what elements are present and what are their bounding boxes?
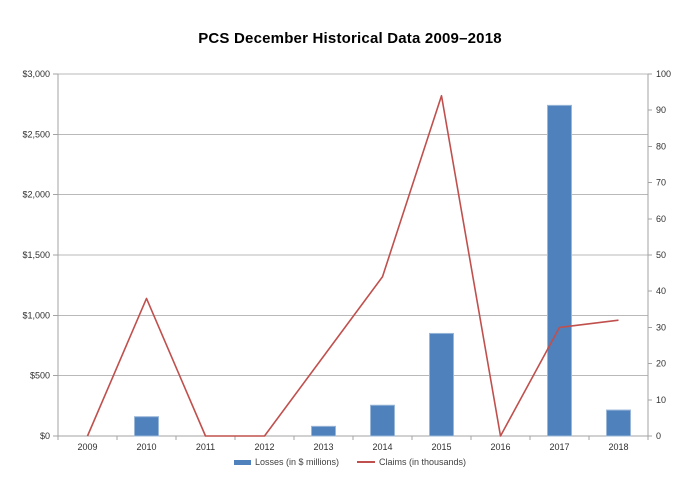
right-axis-label: 90 (656, 105, 666, 115)
x-axis-label-2013: 2013 (313, 442, 333, 452)
x-axis-label-2014: 2014 (372, 442, 392, 452)
right-axis-label: 40 (656, 286, 666, 296)
x-axis-label-2017: 2017 (549, 442, 569, 452)
left-axis-label: $0 (40, 431, 50, 441)
left-axis-label: $1,500 (22, 250, 50, 260)
right-axis-label: 10 (656, 395, 666, 405)
right-axis-label: 50 (656, 250, 666, 260)
bar-2015 (429, 332, 454, 437)
x-axis-label-2015: 2015 (431, 442, 451, 452)
claims-line (86, 94, 619, 437)
legend-item-losses: Losses (in $ millions) (233, 457, 339, 467)
x-axis-label-2012: 2012 (254, 442, 274, 452)
right-axis-label: 20 (656, 359, 666, 369)
x-axis-label-2011: 2011 (196, 442, 215, 452)
left-axis-label: $3,000 (22, 69, 50, 79)
right-axis-label: 70 (656, 178, 666, 188)
x-axis-label-2018: 2018 (608, 442, 628, 452)
x-axis-label-2010: 2010 (136, 442, 156, 452)
claims-line-swatch-icon (356, 461, 375, 463)
bar-2018 (606, 409, 631, 437)
left-axis-label: $2,000 (22, 190, 50, 200)
right-axis-label: 80 (656, 141, 666, 151)
bar-2010 (134, 416, 159, 437)
left-axis-label: $1,000 (22, 310, 50, 320)
bar-2013 (311, 425, 336, 437)
x-axis-label-2009: 2009 (77, 442, 97, 452)
left-axis-label: $500 (30, 371, 50, 381)
right-axis-label: 0 (656, 431, 661, 441)
losses-bar-swatch-icon (233, 459, 251, 465)
legend-item-claims: Claims (in thousands) (356, 457, 467, 467)
chart-title: PCS December Historical Data 2009–2018 (198, 30, 502, 47)
right-axis-label: 30 (656, 322, 666, 332)
bar-2014 (370, 404, 395, 437)
x-axis-label-2016: 2016 (490, 442, 510, 452)
bar-2017 (547, 104, 572, 437)
right-axis-label: 60 (656, 214, 666, 224)
legend-claims-label: Claims (in thousands) (378, 457, 467, 467)
legend-losses-label: Losses (in $ millions) (254, 457, 339, 467)
chart-legend: Losses (in $ millions) Claims (in thousa… (0, 457, 700, 467)
right-axis-label: 100 (656, 69, 671, 79)
left-axis-label: $2,500 (22, 129, 50, 139)
